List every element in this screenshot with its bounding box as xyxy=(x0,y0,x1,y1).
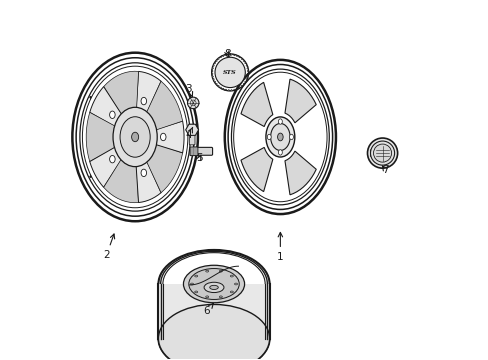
Polygon shape xyxy=(285,151,316,195)
Ellipse shape xyxy=(183,265,244,303)
Text: 1: 1 xyxy=(277,233,283,262)
Text: 8: 8 xyxy=(224,49,230,59)
Polygon shape xyxy=(144,121,183,153)
Text: 3: 3 xyxy=(185,84,192,96)
Text: 4: 4 xyxy=(185,127,192,140)
Ellipse shape xyxy=(270,123,289,150)
Ellipse shape xyxy=(203,282,224,293)
Ellipse shape xyxy=(190,283,193,285)
Polygon shape xyxy=(241,82,272,126)
Ellipse shape xyxy=(278,119,282,124)
Circle shape xyxy=(215,57,245,87)
Ellipse shape xyxy=(230,291,233,293)
Ellipse shape xyxy=(120,117,150,157)
Ellipse shape xyxy=(219,296,222,298)
Ellipse shape xyxy=(194,275,197,277)
FancyBboxPatch shape xyxy=(189,135,195,145)
Polygon shape xyxy=(103,148,138,203)
Ellipse shape xyxy=(205,296,208,298)
Polygon shape xyxy=(285,79,316,123)
Polygon shape xyxy=(141,81,182,133)
Ellipse shape xyxy=(113,107,157,167)
Ellipse shape xyxy=(141,169,146,177)
FancyBboxPatch shape xyxy=(190,147,198,156)
Polygon shape xyxy=(135,71,161,126)
Ellipse shape xyxy=(158,305,269,360)
Ellipse shape xyxy=(289,134,293,140)
Circle shape xyxy=(367,138,397,168)
Ellipse shape xyxy=(209,285,218,289)
Ellipse shape xyxy=(277,133,283,141)
Ellipse shape xyxy=(109,156,115,163)
Circle shape xyxy=(370,141,394,165)
Ellipse shape xyxy=(233,72,326,202)
Polygon shape xyxy=(90,141,129,187)
Ellipse shape xyxy=(230,275,233,277)
Ellipse shape xyxy=(109,111,115,118)
FancyBboxPatch shape xyxy=(194,147,212,155)
Ellipse shape xyxy=(82,66,187,208)
Text: 6: 6 xyxy=(203,303,213,316)
Ellipse shape xyxy=(278,150,282,155)
Ellipse shape xyxy=(188,269,239,300)
Ellipse shape xyxy=(141,97,146,105)
Ellipse shape xyxy=(265,117,294,157)
Polygon shape xyxy=(185,124,198,135)
Polygon shape xyxy=(103,71,138,126)
Polygon shape xyxy=(135,148,161,203)
Circle shape xyxy=(373,144,391,162)
Polygon shape xyxy=(241,147,272,192)
Polygon shape xyxy=(86,112,124,162)
PathPatch shape xyxy=(158,284,269,338)
Ellipse shape xyxy=(194,291,197,293)
Text: STS: STS xyxy=(223,70,237,75)
Ellipse shape xyxy=(234,283,237,285)
Text: 7: 7 xyxy=(381,165,388,175)
Ellipse shape xyxy=(219,270,222,272)
Ellipse shape xyxy=(267,134,271,140)
Text: 2: 2 xyxy=(103,234,114,260)
Ellipse shape xyxy=(160,133,165,141)
Circle shape xyxy=(187,97,199,109)
Text: 5: 5 xyxy=(196,153,203,163)
Ellipse shape xyxy=(205,270,208,272)
Polygon shape xyxy=(90,87,129,133)
Polygon shape xyxy=(141,140,182,193)
Ellipse shape xyxy=(131,132,139,142)
